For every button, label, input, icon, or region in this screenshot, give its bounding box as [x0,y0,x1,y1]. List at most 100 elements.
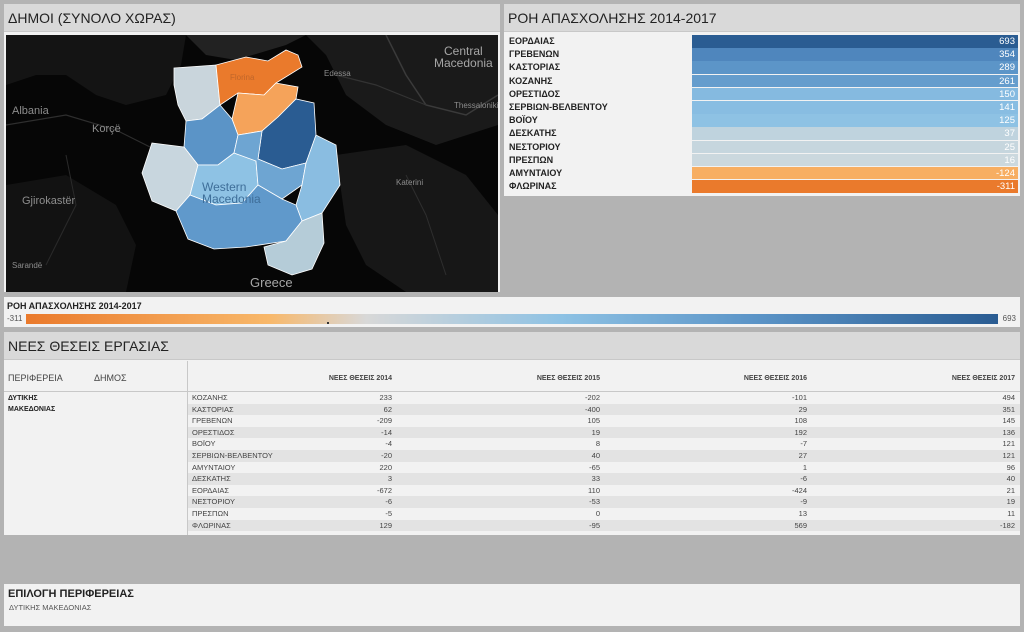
flow-row[interactable]: ΠΡΕΣΠΩΝ 16 [506,153,1020,167]
value-2017-cell: 351 [1002,404,1015,414]
value-2016-cell: -101 [791,393,807,402]
value-2015-cell: -202 [584,393,600,402]
flow-row-value: 25 [692,140,1018,154]
flow-row[interactable]: ΒΟΪΟΥ 125 [506,114,1020,127]
map-label-central-macedonia: Central Macedonia [434,44,493,70]
flow-row-value: -311 [692,180,1018,193]
flow-row[interactable]: ΑΜΥΝΤΑΙΟΥ -124 [506,166,1020,180]
flow-row-name: ΣΕΡΒΙΩΝ-ΒΕΛΒΕΝΤΟΥ [509,101,608,112]
municipality-cell: ΦΛΩΡΙΝΑΣ [192,520,231,530]
flow-row-name: ΚΑΣΤΟΡΙΑΣ [509,62,561,73]
value-2017-cell: 136 [1002,427,1015,437]
flow-row[interactable]: ΟΡΕΣΤΙΔΟΣ 150 [506,87,1020,101]
header-municipality[interactable]: ΔΗΜΟΣ [94,373,127,383]
header-2015[interactable]: ΝΕΕΣ ΘΕΣΕΙΣ 2015 [536,375,600,382]
municipality-cell: ΔΕΣΚΑΤΗΣ [192,474,231,484]
flow-row-value: 141 [692,100,1018,114]
table-row[interactable]: ΦΛΩΡΙΝΑΣ 129 -95 569 -182 [188,519,1020,532]
choropleth-map[interactable]: Albania Korçë Gjirokastër Sarandë Centra… [6,35,498,292]
region-filter-value[interactable]: ΔΥΤΙΚΗΣ ΜΑΚΕΔΟΝΙΑΣ [9,603,92,612]
table-row[interactable]: ΓΡΕΒΕΝΩΝ -209 105 108 145 [188,415,1020,427]
region-filter-title: ΕΠΙΛΟΓΗ ΠΕΡΙΦΕΡΕΙΑΣ [8,588,134,600]
table-row[interactable]: ΚΟΖΑΝΗΣ 233 -202 -101 494 [188,392,1020,404]
flow-row-value: 16 [692,153,1018,167]
value-2014-cell: -5 [385,508,392,518]
flow-row[interactable]: ΕΟΡΔΑΙΑΣ 693 [506,35,1020,48]
value-2017-cell: 145 [1002,416,1015,426]
table-title: ΝΕΕΣ ΘΕΣΕΙΣ ΕΡΓΑΣΙΑΣ [4,332,1020,360]
flow-panel: ΡΟΗ ΑΠΑΣΧΟΛΗΣΗΣ 2014-2017 ΕΟΡΔΑΙΑΣ 693 ΓΡ… [504,4,1020,196]
flow-row-value: 289 [692,61,1018,74]
value-2017-cell: 121 [1002,450,1015,460]
road [335,74,427,106]
road [6,114,157,151]
municipality-cell: ΓΡΕΒΕΝΩΝ [192,416,233,426]
map-label-thessaloniki: Thessaloniki [454,101,498,110]
value-2014-cell: -209 [376,416,392,426]
terrain-border-north [186,35,306,60]
table-row[interactable]: ΠΡΕΣΠΩΝ -5 0 13 11 [188,508,1020,520]
region-deskati[interactable] [263,212,325,276]
flow-row-value: 125 [692,114,1018,127]
legend-title: ΡΟΗ ΑΠΑΣΧΟΛΗΣΗΣ 2014-2017 [7,301,142,311]
flow-row[interactable]: ΣΕΡΒΙΩΝ-ΒΕΛΒΕΝΤΟΥ 141 [506,100,1020,114]
flow-row[interactable]: ΚΟΖΑΝΗΣ 261 [506,74,1020,88]
flow-row-name: ΠΡΕΣΠΩΝ [509,154,554,165]
table-row[interactable]: ΔΕΣΚΑΤΗΣ 3 33 -6 40 [188,473,1020,485]
map-label-gjirokaster: Gjirokastër [22,195,76,207]
value-2016-cell: -6 [800,474,807,484]
value-2015-cell: 105 [587,416,600,426]
value-2015-cell: -400 [584,404,600,414]
table-body: ΚΟΖΑΝΗΣ 233 -202 -101 494 ΚΑΣΤΟΡΙΑΣ 62 -400 29 35… [188,392,1020,532]
map-svg[interactable] [6,35,498,292]
table-row[interactable]: ΕΟΡΔΑΙΑΣ -672 110 -424 21 [188,485,1020,497]
flow-row[interactable]: ΓΡΕΒΕΝΩΝ 354 [506,48,1020,61]
value-2015-cell: 33 [591,474,600,484]
municipality-cell: ΠΡΕΣΠΩΝ [192,508,229,518]
map-label-sarande: Sarandë [12,261,43,270]
value-2015-cell: 19 [591,427,600,437]
map-title: ΔΗΜΟΙ (ΣΥΝΟΛΟ ΧΩΡΑΣ) [4,4,500,32]
flow-row-name: ΚΟΖΑΝΗΣ [509,75,553,86]
flow-row[interactable]: ΦΛΩΡΙΝΑΣ -311 [506,180,1020,193]
terrain-central-macedonia [306,35,498,145]
municipality-cell: ΚΟΖΑΝΗΣ [192,393,228,402]
flow-row[interactable]: ΔΕΣΚΑΤΗΣ 37 [506,127,1020,140]
value-2017-cell: 121 [1002,439,1015,449]
value-2017-cell: 19 [1006,497,1015,507]
municipality-cell: ΟΡΕΣΤΙΔΟΣ [192,427,235,437]
legend-gradient [26,314,998,324]
municipality-cell: ΚΑΣΤΟΡΙΑΣ [192,404,234,414]
value-2014-cell: 233 [379,393,392,402]
flow-row[interactable]: ΚΑΣΤΟΡΙΑΣ 289 [506,61,1020,74]
value-2014-cell: 62 [383,404,392,414]
value-2016-cell: -7 [800,439,807,449]
region-filter[interactable]: ΕΠΙΛΟΓΗ ΠΕΡΙΦΕΡΕΙΑΣ ΔΥΤΙΚΗΣ ΜΑΚΕΔΟΝΙΑΣ [4,584,1020,626]
municipality-cell: ΒΟΪΟΥ [192,439,216,449]
flow-row-name: ΑΜΥΝΤΑΙΟΥ [509,167,563,178]
header-2016[interactable]: ΝΕΕΣ ΘΕΣΕΙΣ 2016 [743,375,807,382]
flow-row-value: 150 [692,87,1018,101]
value-2017-cell: 21 [1006,485,1015,495]
header-2014[interactable]: ΝΕΕΣ ΘΕΣΕΙΣ 2014 [328,375,392,382]
value-2014-cell: -4 [385,439,392,449]
table-row[interactable]: ΣΕΡΒΙΩΝ-ΒΕΛΒΕΝΤΟΥ -20 40 27 121 [188,449,1020,462]
flow-row-name: ΔΕΣΚΑΤΗΣ [509,128,557,139]
region-florina[interactable] [215,49,303,106]
table-row[interactable]: ΚΑΣΤΟΡΙΑΣ 62 -400 29 351 [188,403,1020,416]
flow-row[interactable]: ΝΕΣΤΟΡΙΟΥ 25 [506,140,1020,154]
header-region[interactable]: ΠΕΡΙΦΕΡΕΙΑ [8,373,63,383]
flow-row-name: ΝΕΣΤΟΡΙΟΥ [509,141,561,152]
column-divider [187,361,188,535]
value-2017-cell: 40 [1006,474,1015,484]
value-2016-cell: 1 [802,462,807,472]
header-2017[interactable]: ΝΕΕΣ ΘΕΣΕΙΣ 2017 [951,375,1015,382]
municipality-cell: ΕΟΡΔΑΙΑΣ [192,485,230,495]
table-row[interactable]: ΟΡΕΣΤΙΔΟΣ -14 19 192 136 [188,426,1020,439]
map-label-western-macedonia: Western Macedonia [202,180,261,206]
value-2015-cell: 110 [588,485,600,495]
table-row[interactable]: ΑΜΥΝΤΑΙΟΥ 220 -65 1 96 [188,462,1020,474]
table-row[interactable]: ΒΟΪΟΥ -4 8 -7 121 [188,438,1020,450]
table-row[interactable]: ΝΕΣΤΟΡΙΟΥ -6 -53 -9 19 [188,496,1020,508]
region-grevena[interactable] [175,184,303,250]
